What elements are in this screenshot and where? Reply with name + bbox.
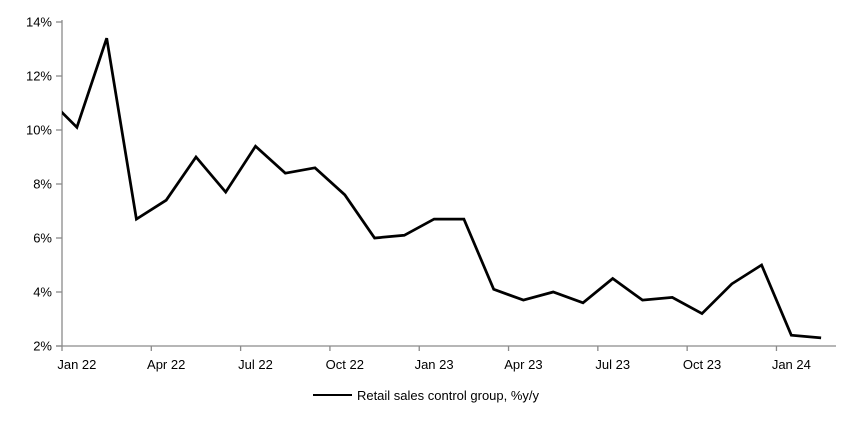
x-axis-tick-label: Jul 22: [238, 357, 273, 372]
x-axis-tick-label: Oct 23: [683, 357, 721, 372]
x-axis-tick-label: Jan 22: [57, 357, 96, 372]
y-axis-tick-label: 12%: [26, 69, 52, 84]
x-axis-tick-label: Jul 23: [595, 357, 630, 372]
y-axis-tick-label: 6%: [33, 231, 52, 246]
y-axis-tick-label: 8%: [33, 177, 52, 192]
legend: Retail sales control group, %y/y: [0, 386, 852, 404]
y-axis-tick-label: 4%: [33, 285, 52, 300]
x-axis-tick-label: Apr 22: [147, 357, 185, 372]
legend-label: Retail sales control group, %y/y: [356, 387, 540, 403]
x-axis-tick-label: Jan 24: [772, 357, 811, 372]
data-line-series: [62, 37, 822, 340]
y-axis-tick-label: 10%: [26, 123, 52, 138]
x-axis-tick-label: Jan 23: [415, 357, 454, 372]
legend-line-marker: [312, 394, 352, 396]
y-axis-tick-label: 14%: [26, 15, 52, 30]
y-axis-tick-label: 2%: [33, 339, 52, 354]
x-axis-tick-label: Apr 23: [504, 357, 542, 372]
x-axis-tick-label: Oct 22: [326, 357, 364, 372]
